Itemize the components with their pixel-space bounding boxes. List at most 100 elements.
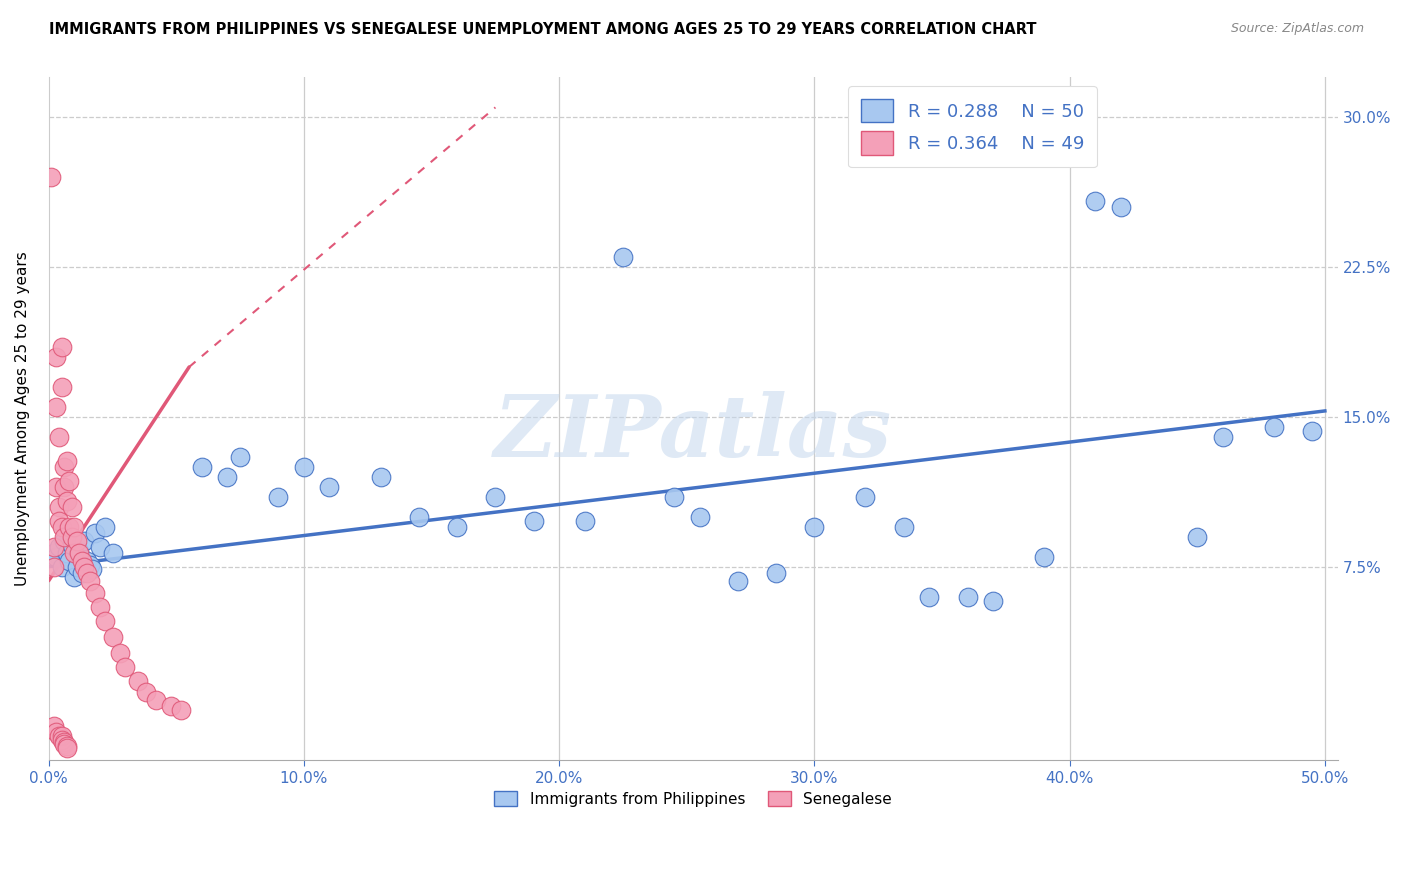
Point — [267, 490, 290, 504]
Point — [1187, 530, 1209, 544]
Point — [48, 430, 70, 444]
Point — [48, 500, 70, 514]
Point — [145, 693, 167, 707]
Point — [114, 659, 136, 673]
Point — [101, 630, 124, 644]
Point — [58, 474, 80, 488]
Point — [76, 566, 98, 580]
Point — [66, 559, 89, 574]
Point — [51, 380, 73, 394]
Legend: Immigrants from Philippines, Senegalese: Immigrants from Philippines, Senegalese — [486, 783, 900, 814]
Point — [51, 559, 73, 574]
Point — [51, 730, 73, 744]
Point — [727, 574, 749, 588]
Point — [63, 569, 86, 583]
Point — [1301, 424, 1323, 438]
Point — [48, 540, 70, 554]
Point — [42, 559, 65, 574]
Point — [58, 554, 80, 568]
Point — [53, 480, 76, 494]
Point — [42, 540, 65, 554]
Point — [79, 574, 101, 588]
Point — [45, 725, 67, 739]
Point — [1084, 194, 1107, 209]
Point — [48, 514, 70, 528]
Point — [135, 685, 157, 699]
Point — [217, 470, 239, 484]
Point — [484, 490, 506, 504]
Point — [60, 530, 83, 544]
Point — [408, 509, 430, 524]
Point — [292, 459, 315, 474]
Point — [110, 646, 132, 660]
Y-axis label: Unemployment Among Ages 25 to 29 years: Unemployment Among Ages 25 to 29 years — [15, 252, 30, 586]
Point — [39, 170, 62, 185]
Point — [67, 543, 90, 558]
Text: Source: ZipAtlas.com: Source: ZipAtlas.com — [1230, 22, 1364, 36]
Point — [370, 470, 392, 484]
Point — [765, 566, 787, 580]
Point — [523, 514, 546, 528]
Point — [73, 533, 96, 548]
Point — [127, 673, 149, 688]
Point — [63, 546, 86, 560]
Point — [612, 250, 634, 264]
Point — [981, 593, 1004, 607]
Point — [45, 400, 67, 414]
Point — [318, 480, 340, 494]
Point — [956, 590, 979, 604]
Point — [229, 450, 252, 464]
Point — [51, 733, 73, 747]
Point — [55, 739, 77, 754]
Point — [42, 546, 65, 560]
Point — [89, 599, 111, 614]
Point — [191, 459, 214, 474]
Point — [48, 730, 70, 744]
Point — [160, 699, 183, 714]
Point — [70, 554, 93, 568]
Point — [76, 554, 98, 568]
Point — [1212, 430, 1234, 444]
Point — [58, 520, 80, 534]
Point — [1263, 420, 1285, 434]
Point — [83, 585, 105, 599]
Text: ZIPatlas: ZIPatlas — [494, 391, 893, 475]
Point — [45, 350, 67, 364]
Point — [574, 514, 596, 528]
Point — [53, 533, 76, 548]
Point — [45, 480, 67, 494]
Point — [1033, 549, 1056, 564]
Point — [53, 530, 76, 544]
Point — [94, 614, 117, 628]
Text: IMMIGRANTS FROM PHILIPPINES VS SENEGALESE UNEMPLOYMENT AMONG AGES 25 TO 29 YEARS: IMMIGRANTS FROM PHILIPPINES VS SENEGALES… — [49, 22, 1036, 37]
Point — [53, 735, 76, 749]
Point — [55, 493, 77, 508]
Point — [70, 566, 93, 580]
Point — [918, 590, 941, 604]
Point — [63, 520, 86, 534]
Point — [79, 558, 101, 572]
Point — [82, 562, 104, 576]
Point — [83, 525, 105, 540]
Point — [689, 509, 711, 524]
Point — [55, 741, 77, 756]
Point — [855, 490, 877, 504]
Point — [67, 546, 90, 560]
Point — [662, 490, 685, 504]
Point — [51, 520, 73, 534]
Point — [51, 340, 73, 354]
Point — [42, 719, 65, 733]
Point — [893, 520, 915, 534]
Point — [446, 520, 468, 534]
Point — [53, 459, 76, 474]
Point — [45, 549, 67, 564]
Point — [89, 540, 111, 554]
Point — [101, 546, 124, 560]
Point — [60, 500, 83, 514]
Point — [53, 738, 76, 752]
Point — [803, 520, 825, 534]
Point — [73, 559, 96, 574]
Point — [66, 533, 89, 548]
Point — [170, 703, 193, 717]
Point — [94, 520, 117, 534]
